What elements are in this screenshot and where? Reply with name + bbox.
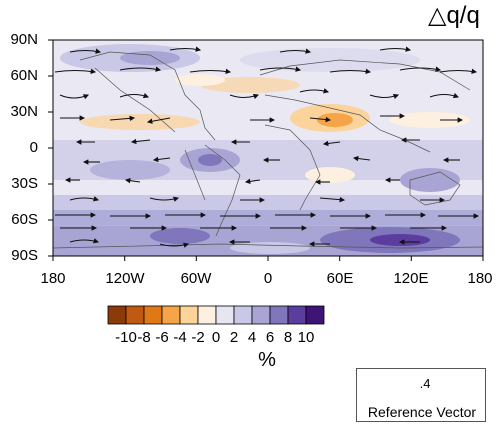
colorbar-label: 8 xyxy=(283,329,293,346)
x-tick-label: 120E xyxy=(393,270,429,287)
colorbar-box xyxy=(107,305,127,325)
colorbar-label: -2 xyxy=(191,329,205,346)
colorbar-box xyxy=(215,305,235,325)
x-tick-label: 180 xyxy=(467,270,493,287)
colorbar-box xyxy=(125,305,145,325)
reference-vector-label: Reference Vector xyxy=(367,404,477,420)
colorbar-label: 2 xyxy=(229,329,239,346)
shaded-field xyxy=(53,40,483,256)
coastlines xyxy=(53,51,483,249)
y-tick-label: 60S xyxy=(11,211,38,228)
colorbar xyxy=(107,305,325,325)
colorbar-label: 10 xyxy=(297,329,315,346)
y-tick-label: 30N xyxy=(10,103,38,120)
wind-vectors xyxy=(54,46,480,248)
x-tick-label: 120W xyxy=(105,270,145,287)
figure-title: △q/q xyxy=(428,2,480,29)
x-tick-label: 60E xyxy=(326,270,354,287)
y-tick-label: 90N xyxy=(10,31,38,48)
colorbar-box xyxy=(269,305,289,325)
colorbar-label: 6 xyxy=(265,329,275,346)
colorbar-box xyxy=(161,305,181,325)
x-tick-label: 0 xyxy=(263,270,273,287)
colorbar-box xyxy=(197,305,217,325)
y-tick-label: 0 xyxy=(29,139,38,156)
colorbar-box xyxy=(233,305,253,325)
colorbar-label: 4 xyxy=(247,329,257,346)
y-tick-label: 90S xyxy=(11,247,38,264)
colorbar-box xyxy=(179,305,199,325)
colorbar-box xyxy=(305,305,325,325)
reference-vector-box xyxy=(356,368,486,422)
y-tick-label: 30S xyxy=(11,175,38,192)
colorbar-unit: % xyxy=(258,349,276,371)
axis-ticks xyxy=(48,39,484,261)
reference-vector-magnitude: .4 xyxy=(419,376,431,391)
x-tick-label: 60W xyxy=(180,270,212,287)
colorbar-box xyxy=(143,305,163,325)
colorbar-box xyxy=(251,305,271,325)
colorbar-label: -10 xyxy=(115,329,137,346)
colorbar-label: -4 xyxy=(173,329,187,346)
colorbar-box xyxy=(287,305,307,325)
colorbar-label: -8 xyxy=(137,329,151,346)
colorbar-label: 0 xyxy=(211,329,221,346)
y-tick-label: 60N xyxy=(10,67,38,84)
colorbar-label: -6 xyxy=(155,329,169,346)
x-tick-label: 180 xyxy=(40,270,66,287)
